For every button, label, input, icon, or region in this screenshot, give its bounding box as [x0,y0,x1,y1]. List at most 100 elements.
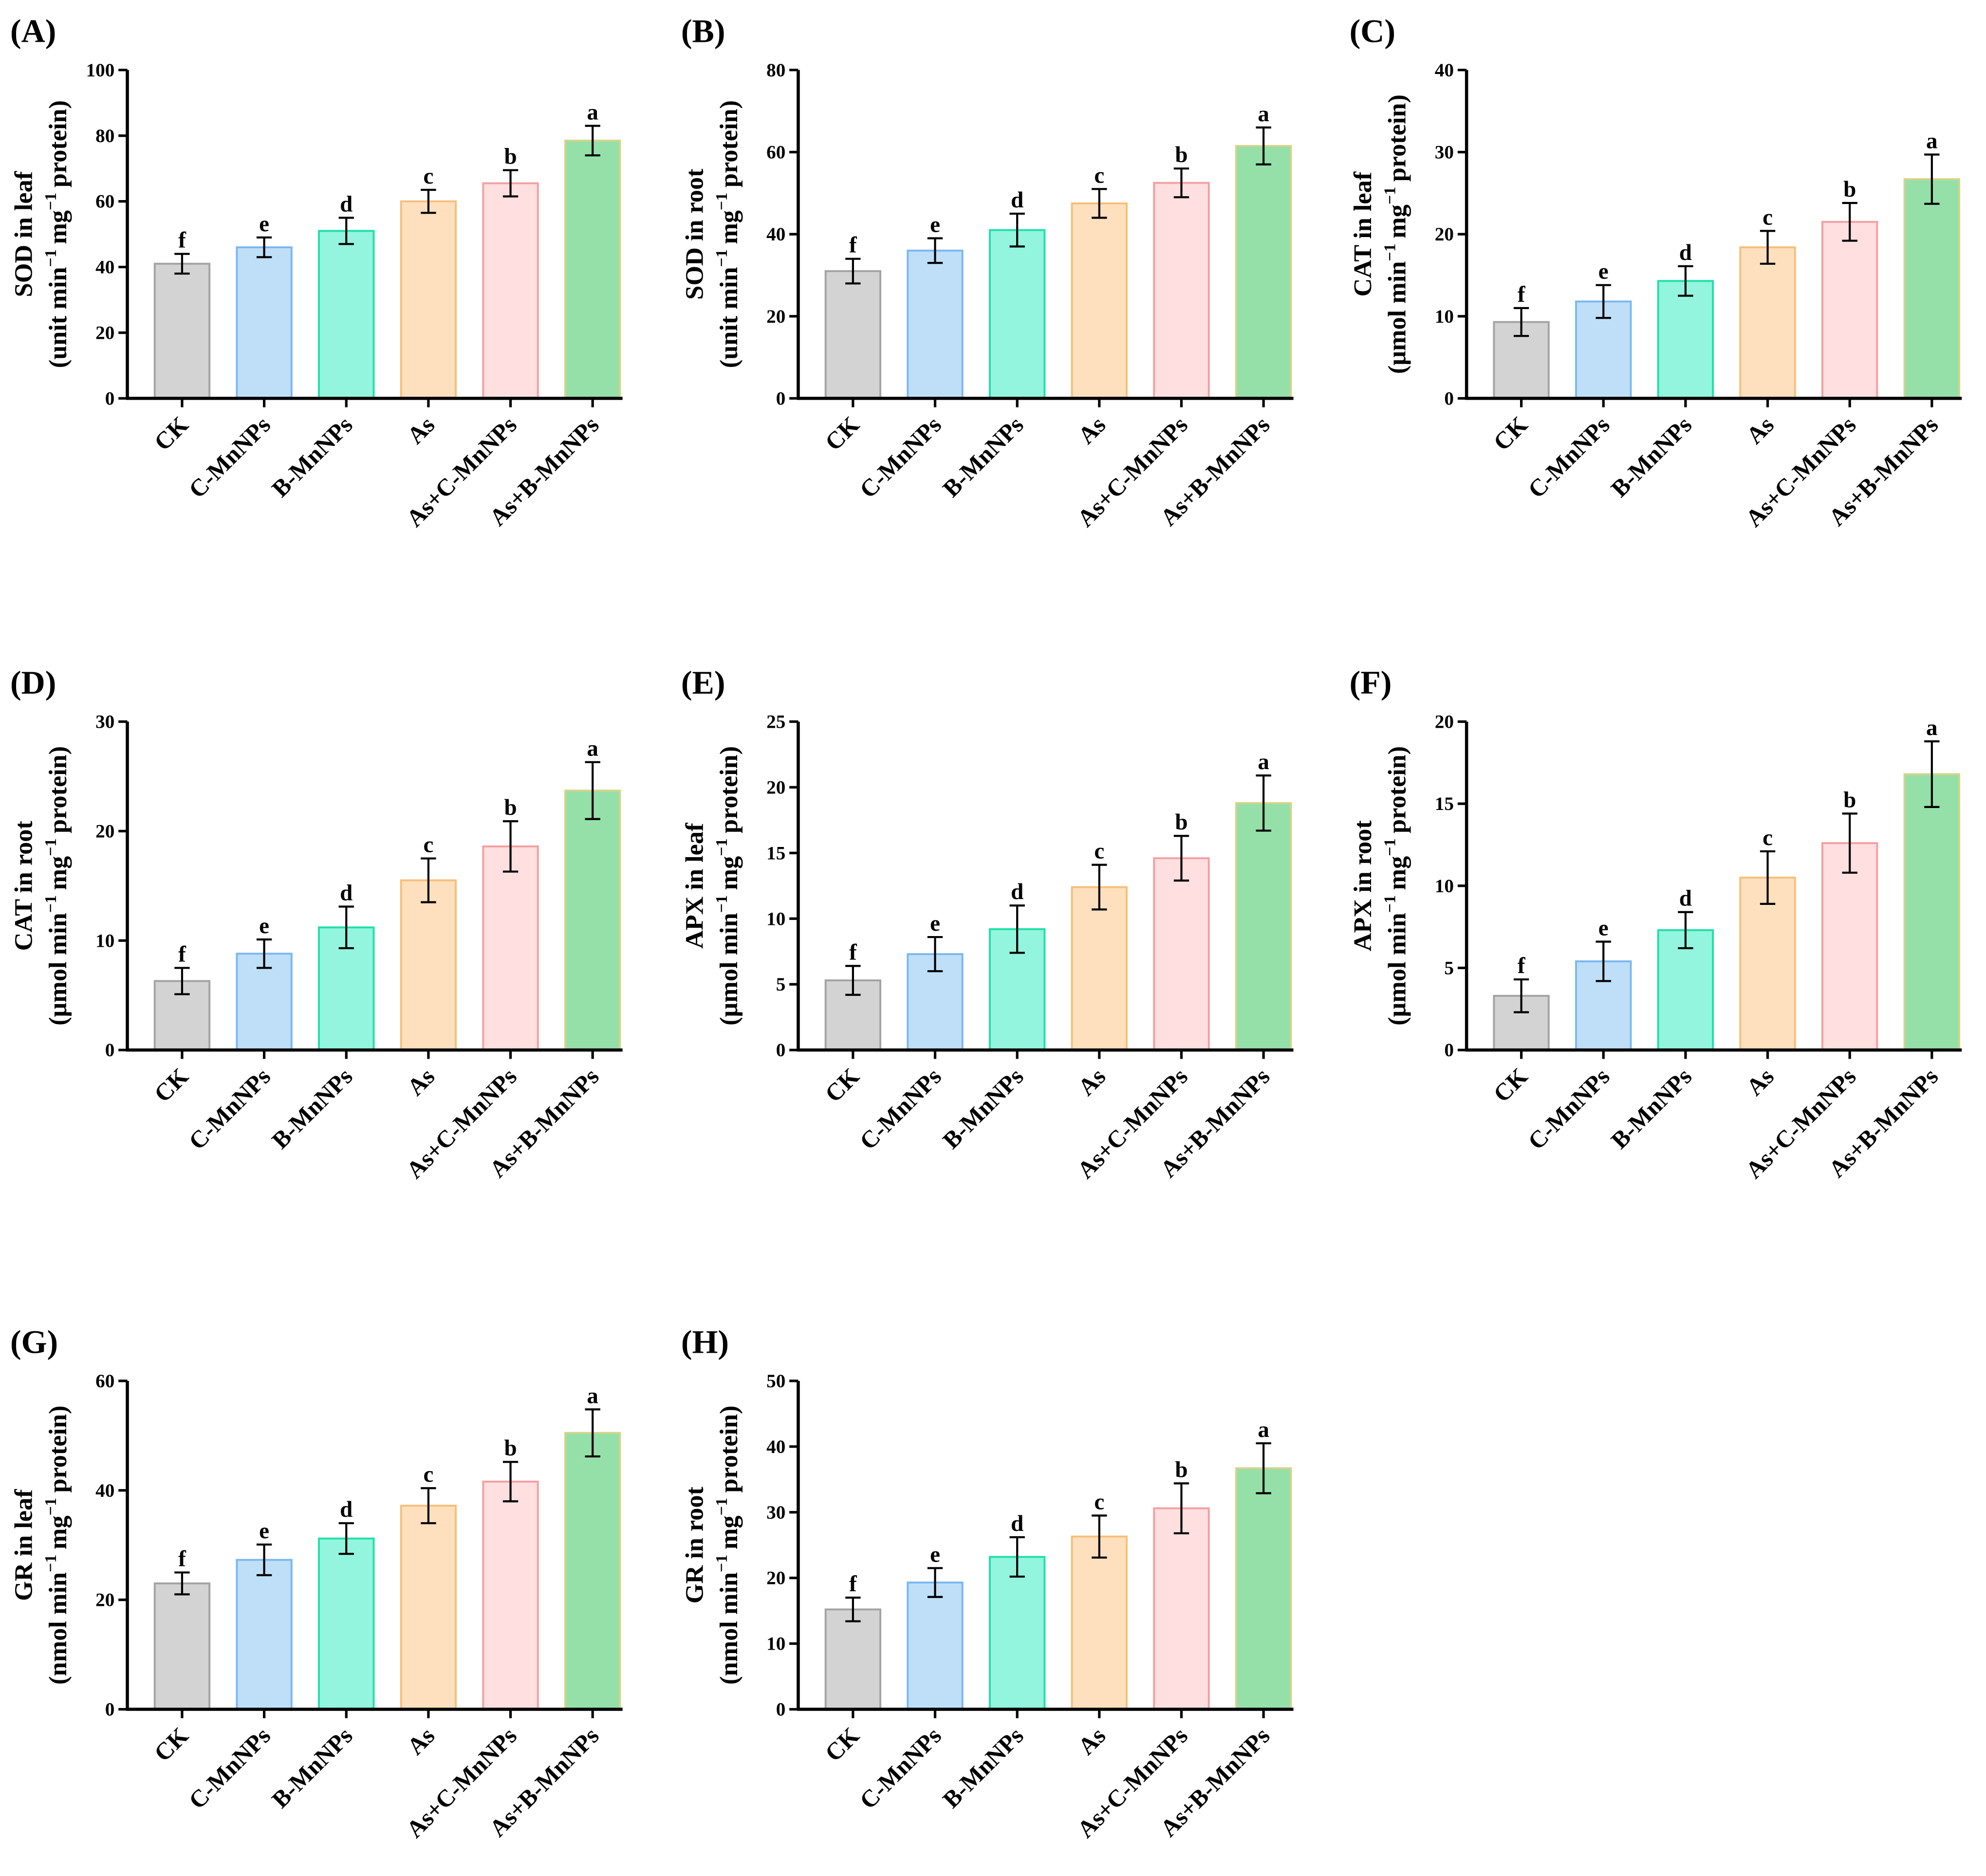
x-tick-label: B-MnNPs [267,1722,358,1813]
y-axis-unit: (μmol min−1mg−1protein) [713,746,743,1026]
significance-letter: f [178,941,186,967]
bar [236,1559,293,1710]
error-bar [1513,307,1529,337]
unit-text: protein) [44,1405,72,1492]
x-tick-label: C-MnNPs [854,1722,947,1814]
unit-text: mg [44,1515,72,1549]
unit-superscript: −1 [42,1555,60,1572]
error-bar [256,938,272,969]
unit-text: protein) [1383,746,1411,833]
y-tick-label: 40 [766,224,785,245]
error-bar [1924,740,1940,808]
y-tick-label: 30 [1435,142,1454,163]
bar [1153,857,1210,1051]
panel-label: (A) [10,12,56,49]
error-bar [174,253,190,275]
error-bar [338,1522,354,1555]
unit-superscript: −1 [1381,838,1399,856]
x-tick-label: CK [820,411,865,456]
error-bar [502,820,519,873]
unit-text: protein) [715,746,743,833]
bar [824,270,882,400]
x-tick-label: C-MnNPs [184,411,276,503]
panel-label: (F) [1350,664,1392,701]
unit-superscript: −1 [1381,243,1399,261]
y-tick-label: 0 [1444,1040,1454,1061]
unit-superscript: −1 [713,1498,731,1515]
bar [1071,1535,1128,1710]
unit-superscript: −1 [42,838,60,856]
significance-letter: b [1843,177,1856,202]
error-bar [502,1461,519,1503]
error-bar [585,1408,600,1458]
y-tick-label: 30 [766,1502,785,1523]
x-tick-label: C-MnNPs [184,1063,276,1155]
y-axis-unit: (μmol min−1mg−1protein) [42,746,72,1026]
error-bar [256,1543,272,1577]
bar [400,200,457,400]
significance-letter: c [1094,163,1104,188]
error-bar [421,857,436,903]
error-bar [1842,812,1857,874]
bar [400,879,457,1051]
bar [318,1537,375,1710]
y-tick-label: 25 [766,712,785,733]
significance-letter: f [178,1546,186,1571]
error-bar [1173,835,1189,882]
error-bar [1760,850,1776,905]
significance-letter: b [1175,142,1188,167]
significance-letter: e [930,212,940,237]
error-bar [338,217,354,245]
significance-letter: a [587,1383,598,1408]
unit-text: mg [44,210,72,244]
x-tick-label: B-MnNPs [937,411,1028,502]
significance-letter: d [340,880,353,905]
significance-letter: a [1258,749,1269,774]
bar [1739,246,1796,400]
significance-letter: c [423,164,433,189]
significance-letter: e [259,913,269,938]
bar [400,1505,457,1710]
x-tick-label: B-MnNPs [937,1063,1028,1154]
bar [236,246,293,400]
y-tick-label: 80 [95,126,114,147]
error-bar [1092,1514,1107,1559]
bar [1821,221,1878,400]
y-tick-label: 20 [95,821,114,842]
significance-letter: a [1258,101,1269,127]
unit-text: (μmol min [1383,261,1411,374]
unit-text: mg [715,856,743,890]
significance-letter: c [1763,825,1773,850]
panel-label: (G) [10,1323,58,1360]
y-tick-label: 10 [1435,306,1454,327]
significance-letter: d [340,1497,353,1522]
unit-superscript: −1 [713,895,731,913]
x-tick-label: As [402,1722,440,1760]
significance-letter: c [1763,204,1773,230]
unit-superscript: −1 [42,193,60,210]
error-bar [1092,188,1107,219]
significance-letter: f [1518,282,1526,307]
y-tick-label: 15 [766,843,785,864]
error-bar [1009,1536,1025,1578]
bar [564,1432,621,1710]
bar [1903,178,1960,400]
x-tick-label: As [402,1063,440,1101]
significance-letter: a [1926,128,1938,153]
bar [482,845,539,1051]
bar [153,1582,211,1710]
y-axis-title: CAT in root [9,821,37,951]
unit-text: (μmol min [715,913,743,1026]
error-bar [1092,864,1107,911]
y-tick-label: 10 [95,930,114,951]
y-tick-label: 20 [766,777,785,798]
significance-letter: b [1843,787,1856,812]
y-tick-label: 40 [1435,60,1454,81]
unit-superscript: −1 [713,249,731,267]
unit-superscript: −1 [713,1555,731,1572]
y-tick-label: 10 [1435,876,1454,897]
bar [907,1582,964,1710]
x-tick-label: CK [149,1063,194,1107]
unit-superscript: −1 [42,1498,60,1515]
y-tick-label: 15 [1435,793,1454,814]
